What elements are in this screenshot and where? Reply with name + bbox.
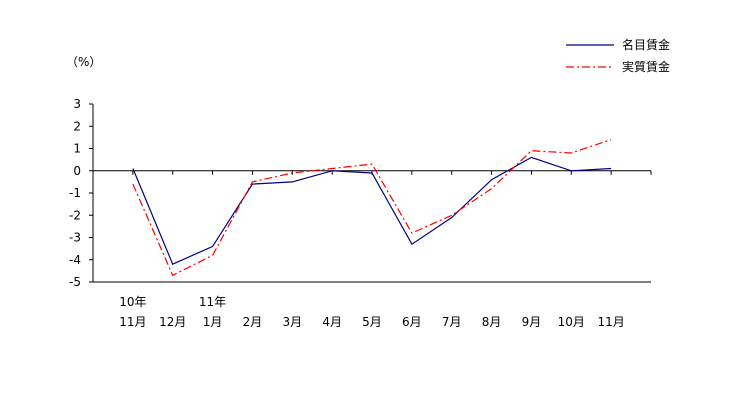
x-month-label: 5月 xyxy=(362,315,382,329)
x-month-label: 3月 xyxy=(282,315,302,329)
x-month-label: 7月 xyxy=(442,315,462,329)
x-month-label: 12月 xyxy=(159,315,186,329)
y-tick-label: -1 xyxy=(69,186,81,200)
x-month-label: 1月 xyxy=(203,315,223,329)
x-month-label: 10月 xyxy=(558,315,585,329)
y-tick-label: -5 xyxy=(69,275,81,289)
legend-label: 実質賃金 xyxy=(622,59,670,74)
x-month-label: 6月 xyxy=(402,315,422,329)
y-tick-label: -3 xyxy=(69,231,81,245)
series-line-1 xyxy=(132,156,612,265)
y-tick-label: -4 xyxy=(69,253,81,267)
x-month-label: 9月 xyxy=(522,315,542,329)
x-month-label: 8月 xyxy=(482,315,502,329)
x-month-label: 2月 xyxy=(243,315,263,329)
series-lines xyxy=(132,139,612,277)
x-month-label: 4月 xyxy=(322,315,342,329)
y-tick-label: 0 xyxy=(73,164,81,178)
legend-label: 名目賃金 xyxy=(622,37,670,52)
x-year-label: 10年 xyxy=(119,295,146,309)
y-axis-unit-label: （%） xyxy=(66,55,101,69)
x-month-label: 11月 xyxy=(119,315,146,329)
y-tick-label: 3 xyxy=(73,97,81,111)
axes xyxy=(92,104,651,283)
y-tick-label: -2 xyxy=(69,208,81,222)
series-line-2 xyxy=(132,139,612,277)
y-axis-ticks: 3 2 1 0 -1 -2 -3 -4 -5 xyxy=(69,97,652,289)
x-month-label: 11月 xyxy=(598,315,625,329)
x-year-label: 11年 xyxy=(199,295,226,309)
y-tick-label: 1 xyxy=(73,142,81,156)
y-tick-label: 2 xyxy=(73,119,81,133)
x-axis-labels: 10年 11月 12月 11年 1月 2月 3月 4月 5月 6月 7月 8月 9月 10月 11月 xyxy=(119,295,625,329)
